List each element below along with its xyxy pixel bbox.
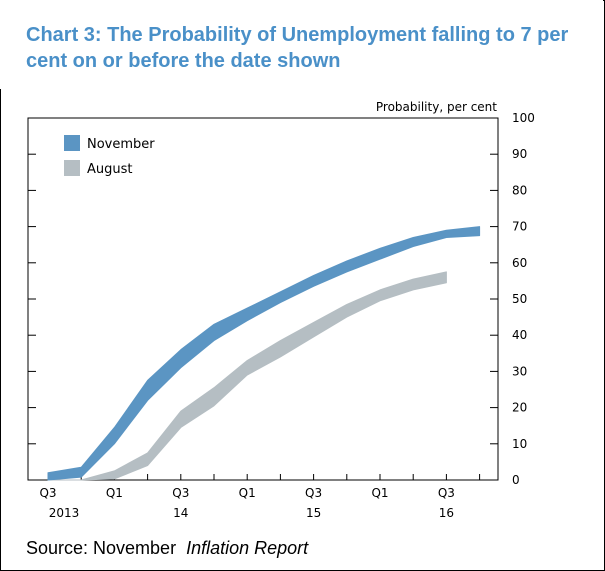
series-layer (47, 226, 481, 481)
legend-label-november: November (87, 137, 155, 152)
x-axis: Q3 2013 Q1 Q3 14 Q1 Q3 15 Q1 Q3 16 (39, 474, 481, 520)
source-publication: Inflation Report (186, 538, 309, 558)
x-tick-label: Q1 (371, 486, 388, 500)
chart-title: Chart 3: The Probability of Unemployment… (26, 24, 569, 72)
y-tick-label: 0 (512, 473, 520, 487)
y-tick-label: 20 (512, 401, 527, 415)
y-tick-label: 90 (512, 147, 527, 161)
y-tick-label: 70 (512, 220, 527, 234)
y-tick-label: 60 (512, 256, 527, 270)
x-tick-label: Q3 (438, 486, 455, 500)
series-band-august (47, 271, 447, 481)
x-tick-label: Q1 (106, 486, 123, 500)
y-tick-label: 80 (512, 183, 527, 197)
legend-swatch-august (64, 160, 80, 176)
legend-swatch-november (64, 135, 80, 151)
y-tick-label: 100 (512, 111, 535, 125)
y-tick-label: 50 (512, 292, 527, 306)
x-tick-label: Q3 (172, 486, 189, 500)
y-tick-label: 30 (512, 364, 527, 378)
x-year-label: 14 (173, 506, 188, 520)
x-year-label: 16 (439, 506, 454, 520)
y-tick-label: 40 (512, 328, 527, 342)
series-band-november (47, 226, 481, 481)
title-box: Chart 3: The Probability of Unemployment… (0, 0, 603, 89)
x-tick-label: Q1 (239, 486, 256, 500)
legend: November August (64, 135, 155, 177)
x-tick-label: Q3 (39, 486, 56, 500)
y-axis: 0 10 20 30 40 50 60 70 80 90 100 (28, 111, 535, 487)
source-note: Source: November Inflation Report (26, 538, 308, 559)
y-axis-label: Probability, per cent (376, 100, 497, 114)
legend-label-august: August (87, 162, 133, 177)
x-year-label: 15 (306, 506, 321, 520)
x-year-label: 2013 (49, 506, 80, 520)
source-prefix: Source: November (26, 538, 177, 558)
x-tick-label: Q3 (305, 486, 322, 500)
y-tick-label: 10 (512, 437, 527, 451)
